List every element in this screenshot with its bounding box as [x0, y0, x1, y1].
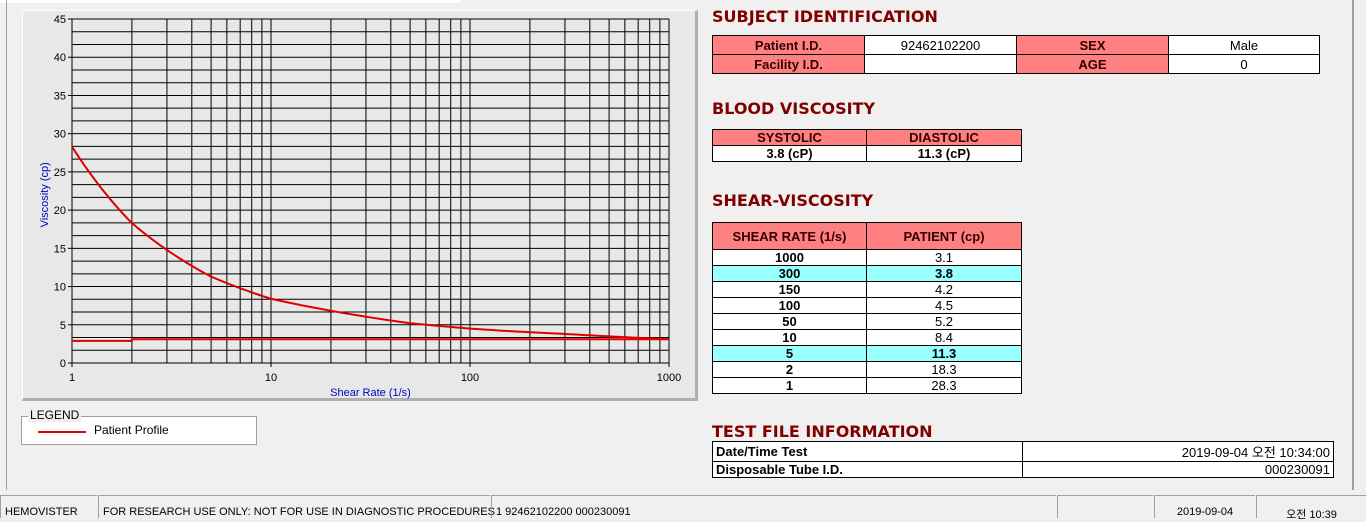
shear-rate-cell: 10 [712, 329, 867, 346]
blood-viscosity-title: BLOOD VISCOSITY [712, 99, 876, 118]
sex-label: SEX [1016, 35, 1169, 55]
patient-id-value: 92462102200 [864, 35, 1017, 55]
series-line-patient-profile [71, 146, 670, 341]
viscosity-chart: 0 5 10 15 20 25 30 35 40 45 1 10 100 1000 Shear Rate (… [39, 14, 681, 399]
date-time-value: 2019-09-04 오전 10:34:00 [1022, 441, 1334, 462]
patient-value-cell: 18.3 [866, 361, 1022, 378]
shear-row: 10 8.4 [712, 329, 1022, 346]
shear-row: 300 3.8 [712, 265, 1022, 282]
top-strip [0, 0, 460, 3]
diastolic-value: 11.3 (cP) [866, 145, 1022, 162]
shear-viscosity-table: SHEAR RATE (1/s) PATIENT (cp) 1000 3.1 300 3… [712, 222, 1022, 394]
test-file-title: TEST FILE INFORMATION [712, 422, 933, 441]
status-notice: FOR RESEARCH USE ONLY: NOT FOR USE IN DI… [98, 495, 495, 518]
systolic-label: SYSTOLIC [712, 129, 867, 146]
shear-rate-cell: 150 [712, 281, 867, 298]
shear-rate-cell: 2 [712, 361, 867, 378]
shear-row: 100 4.5 [712, 297, 1022, 314]
subject-title: SUBJECT IDENTIFICATION [712, 7, 938, 26]
x-tick-label: 1 [69, 372, 75, 384]
y-tick-label: 20 [54, 205, 66, 217]
series-line-reference [72, 338, 669, 342]
test-file-table: Date/Time Test 2019-09-04 오전 10:34:00 Dis… [712, 441, 1334, 478]
sex-value: Male [1168, 35, 1320, 55]
status-bar: HEMOVISTER FOR RESEARCH USE ONLY: NOT FO… [0, 495, 1366, 521]
x-tick-label: 10 [265, 372, 277, 384]
patient-id-label: Patient I.D. [712, 35, 865, 55]
y-tick-label: 5 [60, 320, 66, 332]
date-time-label: Date/Time Test [712, 441, 1023, 462]
y-tick-label: 35 [54, 90, 66, 102]
shear-rate-cell: 300 [712, 265, 867, 282]
patient-value-cell: 3.8 [866, 265, 1022, 282]
status-date: 2019-09-04 [1154, 495, 1255, 518]
patient-value-cell: 28.3 [866, 377, 1022, 394]
shear-row: 150 4.2 [712, 281, 1022, 298]
patient-value-cell: 3.1 [866, 249, 1022, 266]
y-tick-label: 45 [54, 14, 66, 26]
x-axis-label: Shear Rate (1/s) [330, 387, 411, 399]
status-time: 오전 10:39 [1256, 495, 1366, 521]
y-tick-label: 25 [54, 167, 66, 179]
patient-value-cell: 4.5 [866, 297, 1022, 314]
shear-rate-cell: 1000 [712, 249, 867, 266]
shear-rate-header: SHEAR RATE (1/s) [712, 222, 867, 250]
patient-header: PATIENT (cp) [866, 222, 1022, 250]
systolic-value: 3.8 (cP) [712, 145, 867, 162]
legend-swatch [38, 431, 86, 433]
y-tick-label: 10 [54, 282, 66, 294]
shear-row: 50 5.2 [712, 313, 1022, 330]
y-tick-label: 0 [60, 358, 66, 370]
shear-viscosity-title: SHEAR-VISCOSITY [712, 191, 874, 210]
y-tick-label: 30 [54, 129, 66, 141]
facility-id-value [864, 54, 1017, 74]
right-border [1352, 0, 1354, 490]
legend-title: LEGEND [28, 408, 82, 422]
y-tick-label: 40 [54, 52, 66, 64]
y-axis-label: Viscosity (cp) [39, 162, 51, 227]
blood-viscosity-table: SYSTOLIC DIASTOLIC 3.8 (cP) 11.3 (cP) [712, 129, 1022, 162]
shear-rate-cell: 5 [712, 345, 867, 362]
patient-value-cell: 5.2 [866, 313, 1022, 330]
shear-row: 5 11.3 [712, 345, 1022, 362]
left-border [6, 0, 7, 490]
status-empty [1057, 495, 1153, 518]
shear-rate-cell: 50 [712, 313, 867, 330]
shear-rate-cell: 100 [712, 297, 867, 314]
status-record: 1 92462102200 000230091 [491, 495, 1056, 518]
age-label: AGE [1016, 54, 1169, 74]
status-app: HEMOVISTER [0, 495, 97, 518]
facility-id-label: Facility I.D. [712, 54, 865, 74]
subject-table: Patient I.D. 92462102200 SEX Male Facility … [712, 35, 1320, 74]
shear-row: 1 28.3 [712, 377, 1022, 394]
legend-label: Patient Profile [94, 423, 169, 437]
shear-rate-cell: 1 [712, 377, 867, 394]
tube-id-value: 000230091 [1022, 461, 1334, 478]
y-tick-label: 15 [54, 243, 66, 255]
shear-row: 1000 3.1 [712, 249, 1022, 266]
tube-id-label: Disposable Tube I.D. [712, 461, 1023, 478]
age-value: 0 [1168, 54, 1320, 74]
patient-value-cell: 4.2 [866, 281, 1022, 298]
diastolic-label: DIASTOLIC [866, 129, 1022, 146]
x-tick-label: 100 [461, 372, 479, 384]
legend: LEGEND Patient Profile [21, 408, 257, 445]
shear-row: 2 18.3 [712, 361, 1022, 378]
patient-value-cell: 11.3 [866, 345, 1022, 362]
patient-value-cell: 8.4 [866, 329, 1022, 346]
x-tick-label: 1000 [657, 372, 681, 384]
